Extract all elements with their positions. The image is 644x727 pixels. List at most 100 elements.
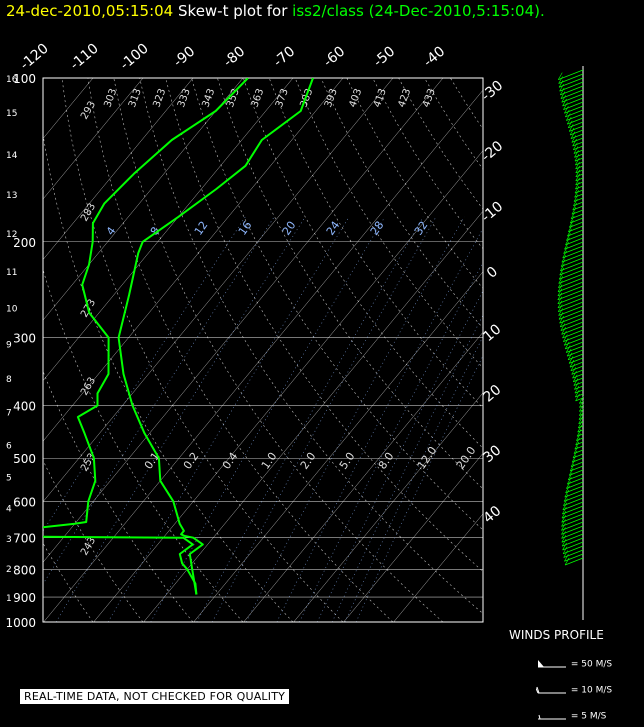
temperature-tick-label: -50 [371,43,399,70]
wind-barb-flag [572,202,577,211]
height-tick-label: 5 [6,474,12,484]
wind-barb-flag [564,557,570,566]
wind-barb-flag [562,502,568,510]
dry-adiabat-label: 393 [323,87,340,109]
wind-barb [562,505,584,515]
wind-barb-flag [567,352,573,360]
wind-barb-flag [564,554,569,562]
dry-adiabat-line [61,78,344,622]
wind-barb-flag [566,481,571,489]
wind-barb-flag [578,412,584,420]
wind-barb-flag [572,370,577,379]
wind-barb-flag [575,169,581,177]
temperature-tick-label: 20 [480,382,504,406]
wind-barb [576,433,584,437]
wind-barb-flag [569,220,574,228]
wind-barb [575,397,584,402]
wind-barb [558,69,584,80]
wind-barb-50-icon [538,660,566,668]
wind-barb [574,153,584,158]
wind-barb-flag [567,120,573,128]
wind-barb [564,241,584,250]
wind-barb [557,289,584,301]
wind-barb [563,245,584,254]
wind-barb [573,377,584,383]
wind-legend-label: = 50 M/S [570,659,613,670]
isotherm-line [43,78,444,563]
wind-barb-flag [575,173,581,181]
wind-barb [562,545,584,555]
pressure-tick-label: 800 [13,563,36,577]
wind-barb-flag [562,330,567,339]
dewpoint-trace [43,78,249,595]
wind-barb-flag [562,250,567,259]
wind-barb [561,525,584,535]
wind-barb-flag [562,98,567,107]
wind-barb-flag [564,489,570,498]
wind-barb-flag [561,95,566,103]
wind-barb-flag [560,91,566,99]
wind-barb [559,269,584,280]
temperature-tick-label: 30 [480,442,504,466]
wind-barb [564,557,584,566]
mixing-ratio-label: 20 [280,219,299,238]
wind-legend-label: = 10 M/S [570,685,613,696]
wind-barb-5-icon [538,714,566,720]
wind-barb-flag [557,284,563,292]
wind-barb-flag [575,177,580,186]
wind-barb [578,417,584,420]
wind-barb-flag [574,185,580,194]
wind-barb-flag [573,142,578,150]
wind-barb-flag [573,146,579,154]
wind-barb-flag [566,349,572,357]
wind-barb-flag [558,280,563,288]
mixing-ratio-line [245,216,465,622]
wind-barb-flag [572,374,578,382]
dry-adiabat-line [165,78,483,572]
pressure-tick-label: 500 [13,452,36,466]
wind-barb [558,277,584,288]
wind-barb-flag [558,276,563,284]
height-tick-label: 6 [6,442,12,452]
wind-barb [558,301,584,313]
wind-barb-flag [570,131,576,139]
wind-barb-flag [571,135,577,143]
wind-barb [558,77,584,88]
wind-barb [564,105,584,114]
wind-barb-flag [573,378,579,386]
dry-adiabat-line [450,78,483,130]
wind-barb [568,357,584,364]
height-tick-label: 4 [6,505,12,515]
height-tick-label: 8 [6,375,12,385]
wind-barb-flag [560,323,566,331]
isotherm-line [393,513,483,622]
wind-barb-flag [569,359,575,368]
wind-barb-flag [564,242,569,250]
wind-barb [574,157,584,162]
wind-barb-flag [561,327,566,335]
mixing-ratio-label: 28 [368,219,387,238]
dry-adiabat-label: 423 [396,87,413,109]
wind-barb [573,197,584,202]
wind-barb-flag [562,546,568,554]
isotherm-line [243,331,483,622]
isotherm-line [43,78,394,503]
wind-barb-flag [562,506,567,515]
wind-barb-flag [572,138,577,147]
dry-adiabat-label: 243 [79,535,98,557]
temperature-tick-label: -90 [171,43,199,70]
wind-barb-flag [571,455,577,463]
height-tick-label: 14 [6,151,18,161]
wind-barb-flag [578,408,584,416]
wind-barb [571,369,584,375]
height-tick-label: 9 [6,340,12,350]
pressure-tick-label: 200 [13,236,36,250]
wind-barb-flag [575,437,580,446]
mixing-ratio-line [150,216,386,622]
dry-adiabat-line [424,78,483,170]
dry-adiabat-label: 403 [347,87,364,109]
wind-barb-flag [568,468,574,476]
wind-barb-flag [561,535,567,543]
wind-barb [561,513,584,523]
